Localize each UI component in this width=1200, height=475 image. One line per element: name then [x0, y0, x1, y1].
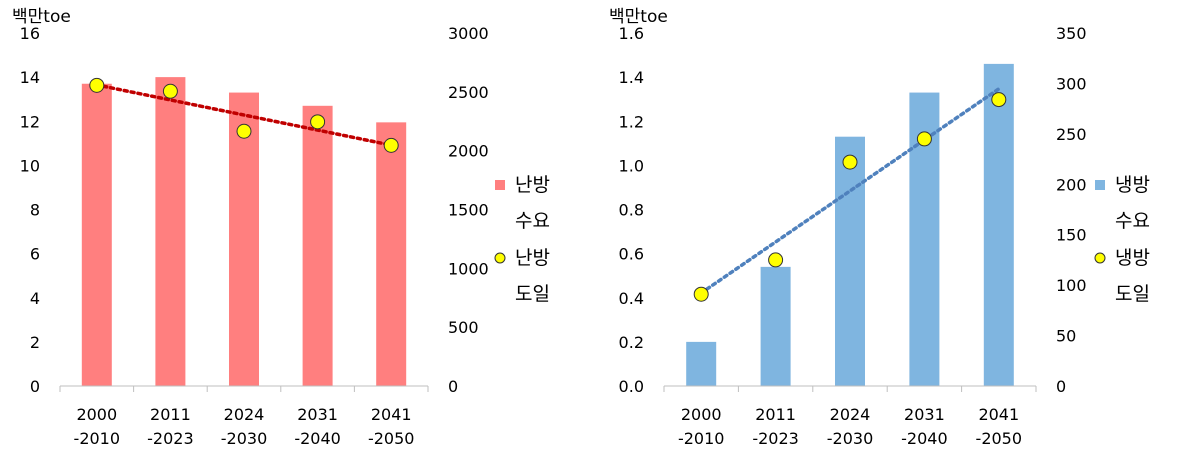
y2-tick-label: 300: [1056, 74, 1087, 93]
y2-tick-label: 200: [1056, 175, 1087, 194]
x-tick-label: 2031: [297, 405, 338, 424]
x-tick-label: -2030: [221, 429, 268, 448]
bar: [760, 266, 791, 386]
x-tick-label: -2050: [976, 429, 1023, 448]
y2-tick-label: 100: [1056, 276, 1087, 295]
trendline: [95, 83, 393, 147]
legend-label: 수요: [1115, 210, 1150, 232]
bar: [983, 63, 1014, 386]
legend-swatch-bar: [495, 180, 505, 190]
y-tick-label: 16: [20, 24, 40, 43]
y-tick-label: 0.0: [619, 377, 644, 396]
trendline: [699, 87, 1001, 295]
y-tick-label: 0.4: [619, 289, 644, 308]
legend-label: 냉방: [1115, 247, 1150, 269]
x-tick-label: -2023: [147, 429, 194, 448]
scatter-point: [236, 123, 252, 139]
x-tick-label: -2050: [368, 429, 415, 448]
x-tick-label: -2010: [74, 429, 121, 448]
x-tick-label: 2011: [755, 405, 796, 424]
y2-tick-label: 3000: [448, 24, 489, 43]
legend-label: 난방: [515, 247, 550, 269]
bar: [229, 92, 259, 386]
x-tick-label: 2024: [830, 405, 871, 424]
x-tick-label: 2011: [150, 405, 191, 424]
y-tick-label: 0.6: [619, 245, 644, 264]
y-tick-label: 1.0: [619, 156, 644, 175]
y-tick-label: 0.2: [619, 333, 644, 352]
bar: [835, 136, 865, 386]
y-tick-label: 14: [20, 68, 40, 87]
scatter-point: [916, 131, 932, 147]
x-tick-label: 2024: [224, 405, 265, 424]
scatter-point: [310, 114, 326, 130]
y-tick-label: 1.6: [619, 24, 644, 43]
x-tick-label: 2031: [904, 405, 945, 424]
scatter-point: [991, 92, 1007, 108]
bar: [81, 83, 112, 387]
x-tick-label: -2040: [901, 429, 948, 448]
y-tick-label: 1.2: [619, 112, 644, 131]
legend-label: 수요: [515, 210, 550, 232]
scatter-point: [693, 286, 709, 302]
legend-swatch-point: [1094, 252, 1106, 264]
x-tick-label: 2041: [978, 405, 1019, 424]
x-tick-label: -2040: [294, 429, 341, 448]
x-tick-label: 2041: [371, 405, 412, 424]
scatter-point: [89, 77, 105, 93]
y2-tick-label: 350: [1056, 24, 1087, 43]
legend-swatch-bar: [1095, 180, 1105, 190]
y-tick-label: 6: [30, 245, 40, 264]
scatter-point: [768, 252, 784, 268]
legend-label: 도일: [1115, 283, 1150, 305]
scatter-point: [162, 83, 178, 99]
legend-label: 도일: [515, 283, 550, 305]
y-tick-label: 1.4: [619, 68, 644, 87]
y-tick-label: 0.8: [619, 201, 644, 220]
scatter-point: [383, 137, 399, 153]
y2-tick-label: 150: [1056, 226, 1087, 245]
y-tick-label: 10: [20, 156, 40, 175]
bar: [376, 122, 407, 387]
legend-label: 난방: [515, 174, 550, 196]
x-tick-label: 2000: [76, 405, 117, 424]
legend-label: 냉방: [1115, 174, 1150, 196]
y2-tick-label: 1000: [448, 259, 489, 278]
y2-tick-label: 500: [448, 318, 479, 337]
y2-tick-label: 2000: [448, 142, 489, 161]
heating-chart: 백만toe 0 2 4 6 8 10 12 14 16 0 500 1000 1500 2000 2500 30…: [12, 7, 550, 448]
cooling-chart: 백만toe 0.0 0.2 0.4 0.6 0.8 1.0 1.2 1.4 1.6 0 50 100 15…: [609, 7, 1150, 448]
x-tick-label: -2030: [827, 429, 874, 448]
y-tick-label: 0: [30, 377, 40, 396]
x-tick-label: -2010: [678, 429, 725, 448]
y-unit-label: 백만toe: [609, 7, 668, 27]
x-tick-label: 2000: [681, 405, 722, 424]
bar: [686, 341, 717, 386]
bar: [302, 105, 333, 387]
y-unit-label: 백만toe: [12, 7, 71, 27]
y-tick-label: 4: [30, 289, 40, 308]
y2-tick-label: 50: [1056, 327, 1076, 346]
y2-tick-label: 1500: [448, 201, 489, 220]
y2-tick-label: 0: [448, 377, 458, 396]
bar: [155, 77, 186, 386]
y2-tick-label: 250: [1056, 125, 1087, 144]
legend-swatch-point: [494, 252, 506, 264]
y2-tick-label: 2500: [448, 83, 489, 102]
y-tick-label: 8: [30, 201, 40, 220]
y2-tick-label: 0: [1056, 377, 1066, 396]
x-tick-label: -2023: [752, 429, 799, 448]
scatter-point: [842, 154, 858, 170]
y-tick-label: 2: [30, 333, 40, 352]
y-tick-label: 12: [20, 112, 40, 131]
